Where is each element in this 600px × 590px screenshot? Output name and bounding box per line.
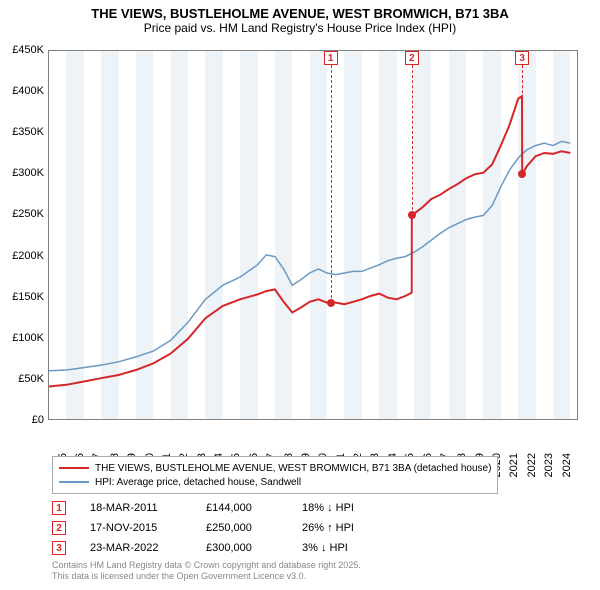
event-row-2: 2 17-NOV-2015 £250,000 26% ↑ HPI <box>52 518 382 538</box>
footer-line1: Contains HM Land Registry data © Crown c… <box>52 560 361 571</box>
event-change-2: 26% ↑ HPI <box>302 522 382 534</box>
event-row-3: 3 23-MAR-2022 £300,000 3% ↓ HPI <box>52 538 382 558</box>
x-tick-label: 2022 <box>526 453 538 477</box>
title-line2: Price paid vs. HM Land Registry's House … <box>0 21 600 35</box>
marker-box: 3 <box>515 51 529 65</box>
x-tick-label: 2021 <box>508 453 520 477</box>
y-tick-label: £250K <box>0 208 44 220</box>
legend-label-property: THE VIEWS, BUSTLEHOLME AVENUE, WEST BROM… <box>95 463 491 474</box>
y-tick-label: £0 <box>0 414 44 426</box>
event-marker-1: 1 <box>52 501 66 515</box>
chart-svg <box>49 51 577 419</box>
marker-line <box>522 65 523 174</box>
event-price-1: £144,000 <box>206 502 278 514</box>
marker-dot <box>327 299 335 307</box>
event-change-1: 18% ↓ HPI <box>302 502 382 514</box>
hpi-line <box>49 141 570 370</box>
marker-line <box>331 65 332 303</box>
event-row-1: 1 18-MAR-2011 £144,000 18% ↓ HPI <box>52 498 382 518</box>
legend-row-hpi: HPI: Average price, detached house, Sand… <box>59 475 491 489</box>
marker-box: 2 <box>405 51 419 65</box>
legend: THE VIEWS, BUSTLEHOLME AVENUE, WEST BROM… <box>52 456 498 494</box>
event-date-3: 23-MAR-2022 <box>90 542 182 554</box>
footer-note: Contains HM Land Registry data © Crown c… <box>52 560 361 582</box>
x-tick-label: 2024 <box>561 453 573 477</box>
property-line <box>49 96 570 386</box>
marker-dot <box>518 170 526 178</box>
event-change-3: 3% ↓ HPI <box>302 542 382 554</box>
marker-dot <box>408 211 416 219</box>
title-line1: THE VIEWS, BUSTLEHOLME AVENUE, WEST BROM… <box>0 6 600 21</box>
chart-container: THE VIEWS, BUSTLEHOLME AVENUE, WEST BROM… <box>0 0 600 590</box>
y-tick-label: £50K <box>0 373 44 385</box>
legend-row-property: THE VIEWS, BUSTLEHOLME AVENUE, WEST BROM… <box>59 461 491 475</box>
y-tick-label: £100K <box>0 332 44 344</box>
y-tick-label: £450K <box>0 44 44 56</box>
marker-line <box>412 65 413 215</box>
y-tick-label: £300K <box>0 167 44 179</box>
chart-plot-area: 1 2 3 <box>48 50 578 420</box>
footer-line2: This data is licensed under the Open Gov… <box>52 571 361 582</box>
title-block: THE VIEWS, BUSTLEHOLME AVENUE, WEST BROM… <box>0 0 600 37</box>
event-price-3: £300,000 <box>206 542 278 554</box>
events-table: 1 18-MAR-2011 £144,000 18% ↓ HPI 2 17-NO… <box>52 498 382 558</box>
legend-swatch-property <box>59 467 89 469</box>
event-marker-2: 2 <box>52 521 66 535</box>
x-tick-label: 2023 <box>543 453 555 477</box>
event-price-2: £250,000 <box>206 522 278 534</box>
marker-box: 1 <box>324 51 338 65</box>
event-marker-3: 3 <box>52 541 66 555</box>
legend-swatch-hpi <box>59 481 89 483</box>
y-tick-label: £350K <box>0 126 44 138</box>
legend-label-hpi: HPI: Average price, detached house, Sand… <box>95 477 301 488</box>
y-tick-label: £400K <box>0 85 44 97</box>
event-date-1: 18-MAR-2011 <box>90 502 182 514</box>
event-date-2: 17-NOV-2015 <box>90 522 182 534</box>
y-tick-label: £150K <box>0 291 44 303</box>
y-tick-label: £200K <box>0 250 44 262</box>
